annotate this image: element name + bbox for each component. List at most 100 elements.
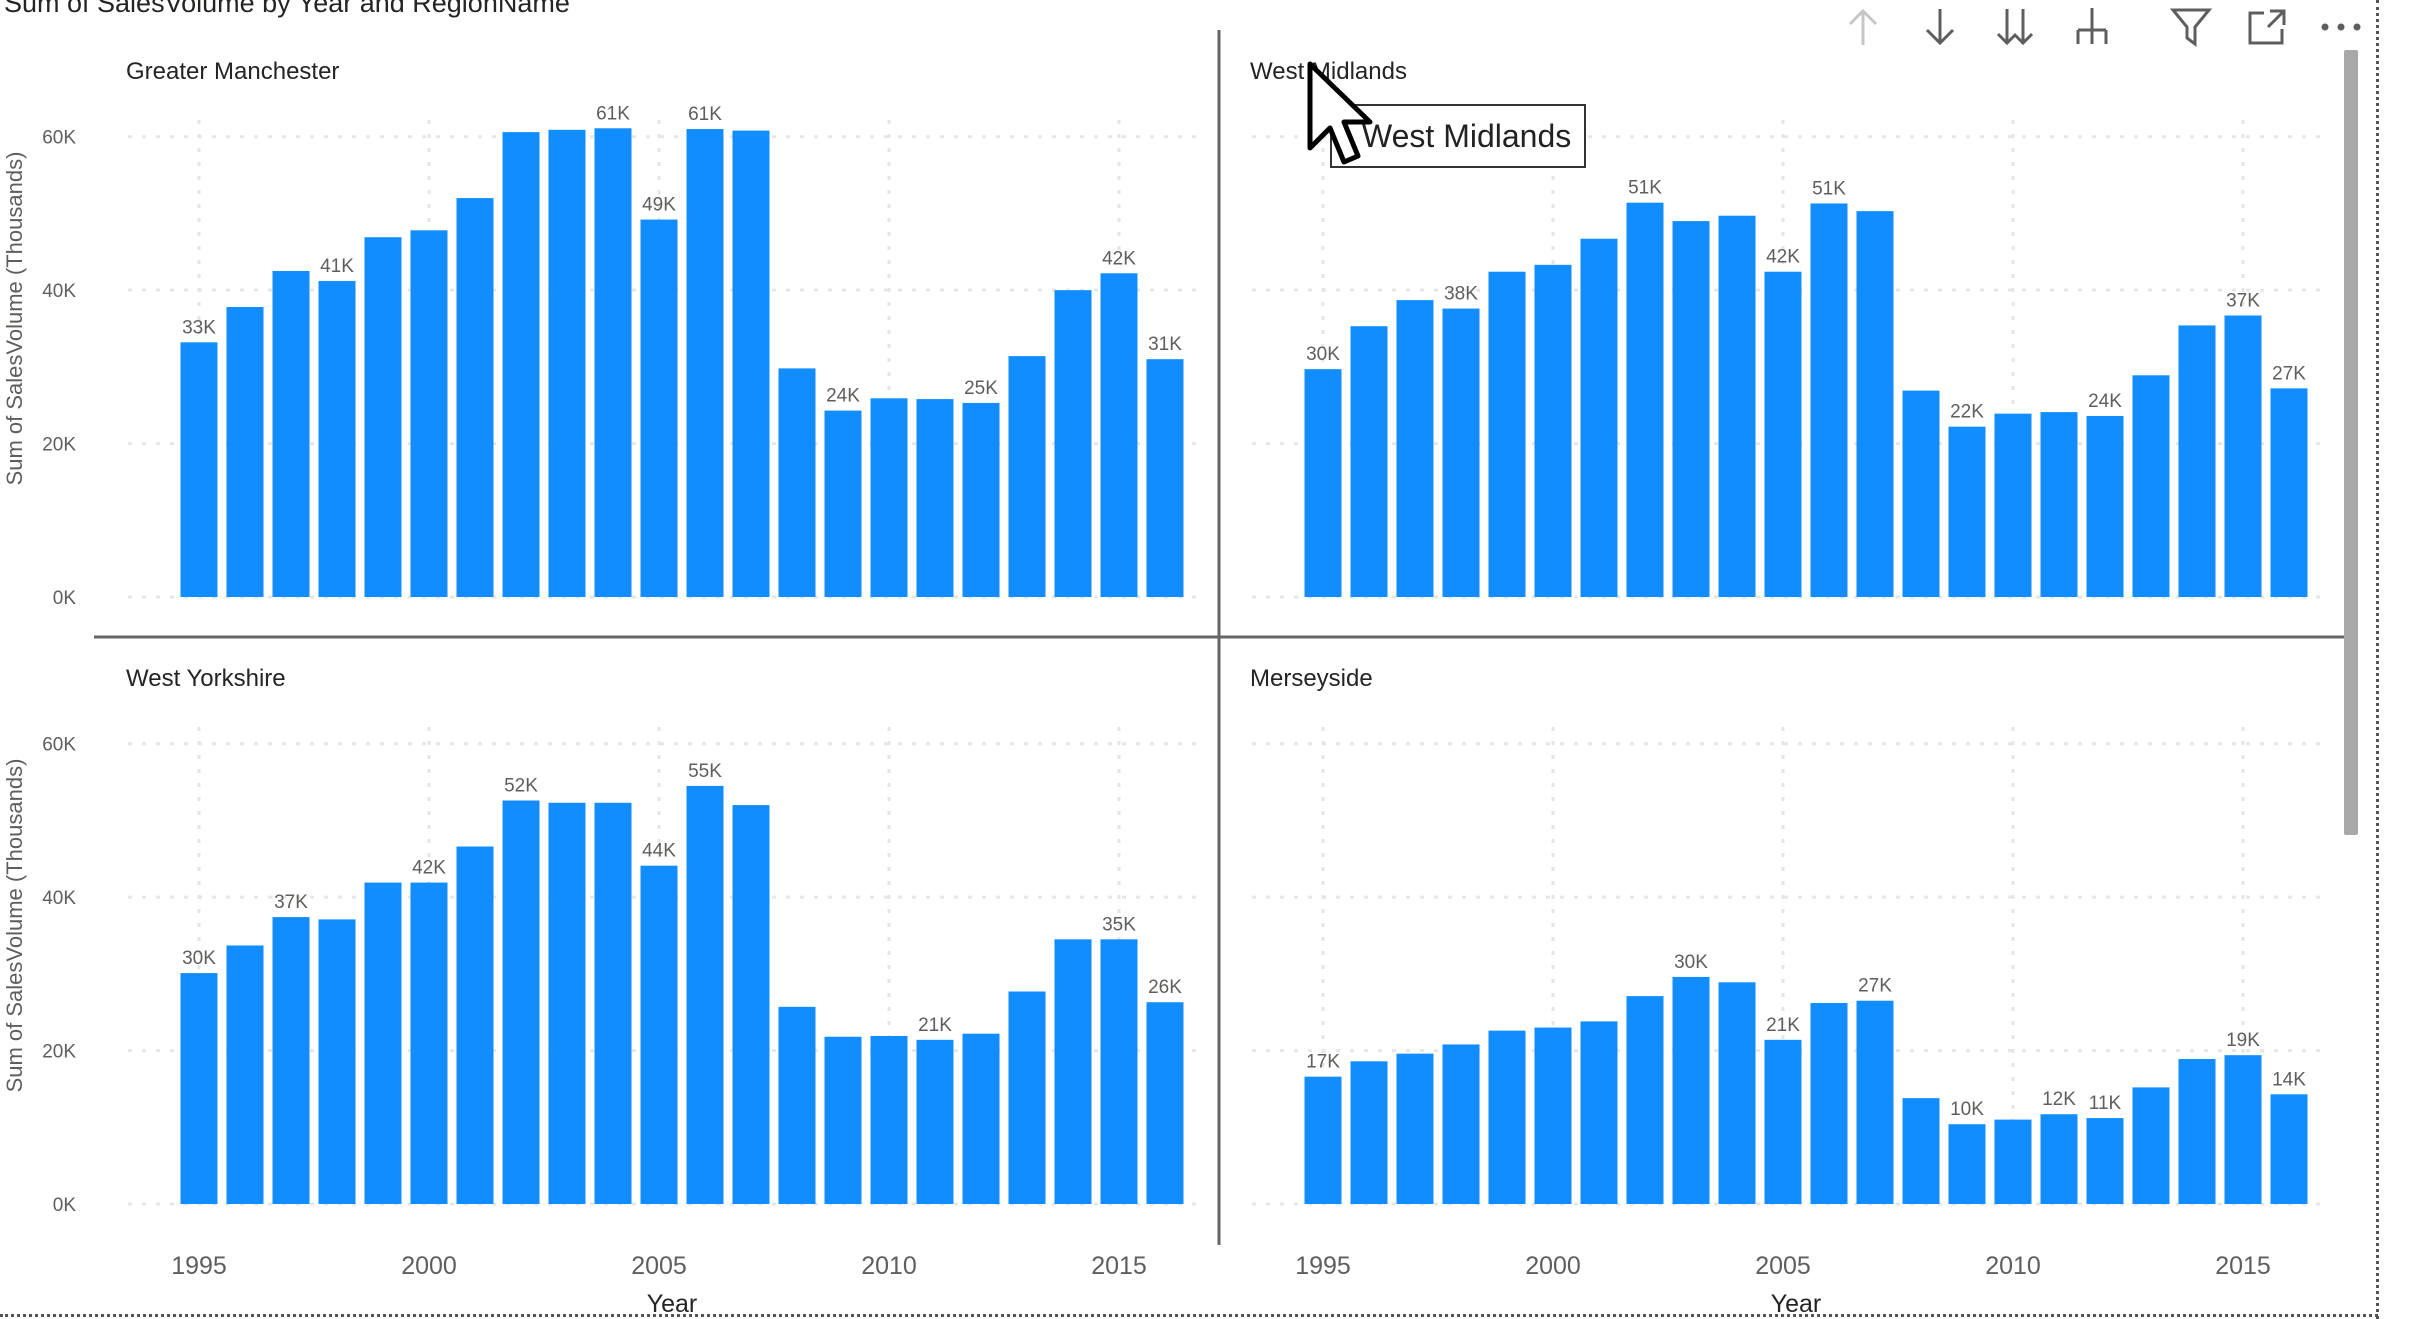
bar [962, 1033, 1000, 1204]
panel-greater-manchester: Greater Manchester 0K 20K 40K 60K Sum of Sale… [2, 58, 1196, 609]
bar [1580, 1021, 1618, 1204]
data-label: 24K [2088, 391, 2122, 412]
x-tick-label: 2005 [1755, 1252, 1811, 1280]
bar [1994, 1119, 2032, 1204]
mouse-cursor-icon [1307, 61, 1373, 165]
bar [2086, 1118, 2124, 1204]
bar [1764, 1039, 1802, 1204]
visual-title: Sum of SalesVolume by Year and RegionNam… [4, 0, 570, 18]
data-label: 31K [1148, 334, 1182, 355]
data-label: 52K [504, 775, 538, 796]
bar [272, 270, 310, 597]
y-axis-title: Sum of SalesVolume (Thousands) [2, 152, 27, 486]
bar [2224, 1055, 2262, 1204]
data-label: 10K [1950, 1099, 1984, 1120]
expand-all-down-icon[interactable] [1992, 4, 2038, 50]
bar [2040, 1114, 2078, 1204]
bar [824, 410, 862, 597]
panel-title: West Yorkshire [126, 665, 286, 692]
bar [364, 237, 402, 597]
data-label: 41K [320, 256, 354, 277]
bar [916, 399, 954, 597]
bar [1442, 1044, 1480, 1204]
bar [502, 132, 540, 597]
bar [962, 402, 1000, 597]
bar [2132, 375, 2170, 597]
panel-merseyside: Merseyside 17K 30K 21K 27K 10K 12K 11K 19K 14K 199… [1250, 665, 2320, 1318]
filter-icon[interactable] [2168, 4, 2214, 50]
data-label: 35K [1102, 914, 1136, 935]
bar [1146, 359, 1184, 597]
bar [1488, 1030, 1526, 1204]
data-label: 17K [1306, 1052, 1340, 1073]
data-label: 12K [2042, 1089, 2076, 1110]
bar [226, 307, 264, 597]
bar [1626, 996, 1664, 1204]
bar [548, 802, 586, 1204]
x-tick-label: 1995 [171, 1252, 227, 1280]
bar [1100, 939, 1138, 1204]
bar [1672, 976, 1710, 1204]
expand-hierarchy-icon[interactable] [2069, 4, 2115, 50]
bar [1304, 1076, 1342, 1204]
bar [364, 882, 402, 1204]
y-tick-label: 40K [42, 888, 76, 909]
bar [1100, 273, 1138, 597]
bar [824, 1036, 862, 1204]
x-axis-title: Year [647, 1290, 698, 1318]
bar [2270, 1094, 2308, 1204]
bar [318, 280, 356, 597]
bar [180, 342, 218, 597]
bar [2132, 1087, 2170, 1204]
bar [1442, 308, 1480, 597]
bar [2040, 412, 2078, 597]
bar [1856, 1000, 1894, 1204]
bar [1856, 211, 1894, 597]
more-options-icon[interactable] [2318, 4, 2364, 50]
data-label: 61K [688, 104, 722, 125]
data-label: 37K [274, 892, 308, 913]
bar [1580, 238, 1618, 597]
bar [1718, 982, 1756, 1204]
bar [1534, 1027, 1572, 1204]
focus-mode-icon[interactable] [2244, 4, 2290, 50]
bar [1350, 326, 1388, 597]
data-label: 14K [2272, 1069, 2306, 1090]
data-label: 30K [1674, 952, 1708, 973]
bar [1008, 356, 1046, 597]
bar [732, 805, 770, 1204]
data-label: 33K [182, 317, 216, 338]
y-tick-label: 0K [53, 1195, 77, 1216]
bar [226, 945, 264, 1204]
bar [410, 230, 448, 597]
bar [1146, 1002, 1184, 1204]
data-label: 42K [1102, 248, 1136, 269]
bar [548, 129, 586, 597]
x-tick-label: 2010 [861, 1252, 917, 1280]
drill-up-icon[interactable] [1840, 4, 1886, 50]
bar [456, 846, 494, 1204]
bar [1626, 202, 1664, 597]
bar [1304, 369, 1342, 597]
bar [1994, 413, 2032, 597]
bar [502, 800, 540, 1204]
bar [686, 129, 724, 598]
data-label: 55K [688, 761, 722, 782]
x-tick-label: 2010 [1985, 1252, 2041, 1280]
bar [272, 917, 310, 1204]
data-label: 49K [642, 195, 676, 216]
scrollbar[interactable] [2344, 50, 2358, 835]
drill-down-icon[interactable] [1917, 4, 1963, 50]
bar [1350, 1061, 1388, 1204]
data-label: 61K [596, 103, 630, 124]
bar [870, 1035, 908, 1204]
y-tick-label: 20K [42, 435, 76, 456]
y-tick-label: 40K [42, 281, 76, 302]
data-label: 37K [2226, 290, 2260, 311]
panel-title: Merseyside [1250, 665, 1373, 692]
y-tick-label: 20K [42, 1042, 76, 1063]
x-tick-label: 2005 [631, 1252, 687, 1280]
bar [1764, 271, 1802, 597]
bar [1810, 1003, 1848, 1204]
data-label: 27K [2272, 363, 2306, 384]
